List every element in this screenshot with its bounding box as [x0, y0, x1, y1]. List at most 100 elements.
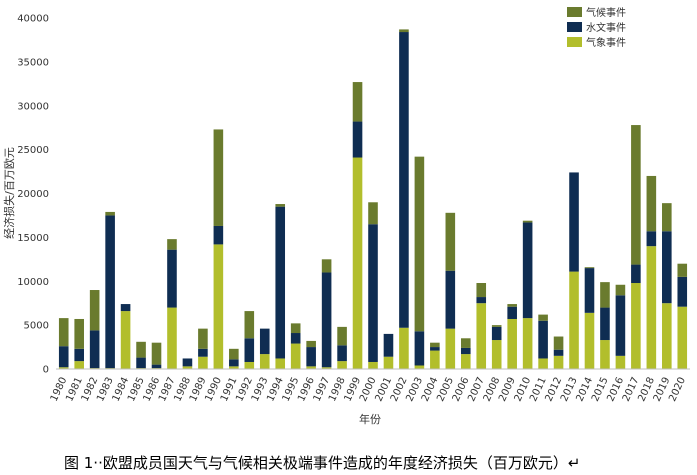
bar-segment — [414, 331, 425, 366]
y-tick-label: 15000 — [17, 233, 49, 244]
bar-stack-group — [58, 29, 688, 369]
bar-segment — [136, 357, 146, 369]
bar-segment — [383, 356, 394, 369]
y-tick-label: 0 — [43, 365, 49, 376]
bar-segment — [646, 231, 657, 247]
bar-segment — [522, 220, 533, 223]
bar-segment — [414, 365, 425, 369]
bar-segment — [631, 125, 641, 265]
bar-segment — [151, 364, 162, 369]
bar-segment — [569, 271, 579, 369]
bar-segment — [430, 342, 440, 348]
bar-segment — [600, 282, 610, 308]
bar-segment — [615, 295, 626, 356]
bar-segment — [615, 284, 626, 296]
bar-segment — [275, 206, 286, 359]
bar-segment — [229, 359, 239, 367]
bar-segment — [244, 361, 255, 369]
bar-segment — [182, 366, 193, 369]
bar-segment — [460, 347, 471, 355]
bar-segment — [198, 348, 208, 357]
bar-segment — [662, 303, 672, 369]
bar-segment — [631, 283, 641, 369]
bar-segment — [399, 29, 409, 33]
bar-segment — [213, 129, 224, 226]
legend-swatch — [567, 7, 582, 17]
y-tick-label: 20000 — [17, 189, 49, 200]
bar-segment — [290, 343, 301, 369]
bar-segment — [321, 272, 332, 368]
figure-caption: 图 1‧‧欧盟成员国天气与气候相关极端事件造成的年度经济损失（百万欧元）↵ — [64, 454, 581, 472]
y-axis-title: 经济损失/百万欧元 — [2, 147, 16, 239]
bar-segment — [306, 340, 316, 348]
bar-segment — [491, 326, 502, 341]
bar-segment — [352, 82, 363, 122]
bar-segment — [476, 297, 487, 304]
bar-segment — [259, 354, 270, 369]
bar-segment — [321, 259, 332, 273]
bar-segment — [399, 32, 409, 328]
bar-segment — [491, 325, 502, 327]
bar-segment — [600, 340, 610, 369]
bar-segment — [631, 264, 641, 284]
bar-segment — [167, 239, 177, 250]
bar-segment — [198, 328, 208, 349]
bar-segment — [445, 270, 456, 329]
bar-segment — [259, 328, 270, 355]
bar-segment — [476, 283, 487, 298]
bar-segment — [445, 328, 456, 369]
bar-segment — [476, 303, 487, 369]
bar-segment — [460, 338, 471, 348]
bar-segment — [677, 276, 688, 307]
y-tick-label: 40000 — [17, 14, 49, 25]
bar-segment — [600, 307, 610, 341]
bar-segment — [352, 121, 363, 158]
y-tick-label: 25000 — [17, 145, 49, 156]
bar-segment — [662, 203, 672, 232]
bar-segment — [229, 366, 239, 369]
bar-segment — [89, 330, 100, 369]
bar-segment — [136, 341, 146, 358]
bar-segment — [538, 358, 548, 369]
bar-segment — [553, 355, 564, 369]
bar-segment — [275, 358, 286, 369]
bar-segment — [74, 318, 84, 349]
bar-segment — [662, 231, 672, 304]
bar-segment — [538, 314, 548, 321]
bar-segment — [58, 367, 69, 369]
legend-label: 气象事件 — [586, 36, 626, 49]
bar-segment — [430, 347, 440, 351]
bar-segment — [58, 318, 69, 347]
bar-segment — [368, 202, 378, 225]
bar-segment — [677, 263, 688, 277]
bar-segment — [244, 311, 255, 339]
bar-segment — [213, 244, 224, 369]
y-tick-label: 30000 — [17, 101, 49, 112]
bar-segment — [507, 304, 517, 307]
bar-segment — [538, 320, 548, 359]
bar-segment — [368, 224, 378, 362]
bar-segment — [182, 358, 193, 367]
bar-segment — [306, 366, 316, 369]
legend-swatch — [567, 22, 582, 32]
x-axis-ticks: 1980198119821983198419851986198719881989… — [49, 376, 688, 404]
bar-segment — [646, 175, 657, 232]
bar-segment — [677, 306, 688, 369]
bar-segment — [445, 212, 456, 271]
bar-segment — [213, 225, 224, 245]
bar-segment — [151, 342, 162, 365]
bar-segment — [430, 350, 440, 369]
legend-label: 水文事件 — [586, 21, 626, 34]
y-tick-label: 5000 — [24, 321, 49, 332]
bar-segment — [198, 356, 208, 369]
x-axis-title: 年份 — [359, 412, 381, 426]
bar-segment — [352, 157, 363, 369]
economic-loss-chart: 0 5000 10000 15000 20000 25000 30000 35000 40000… — [2, 6, 690, 426]
bar-segment — [167, 307, 177, 369]
legend-swatch — [567, 37, 582, 47]
bar-segment — [553, 349, 564, 356]
legend-label: 气候事件 — [586, 6, 626, 19]
bar-segment — [615, 355, 626, 369]
bar-segment — [306, 347, 316, 367]
bar-segment — [290, 333, 301, 344]
